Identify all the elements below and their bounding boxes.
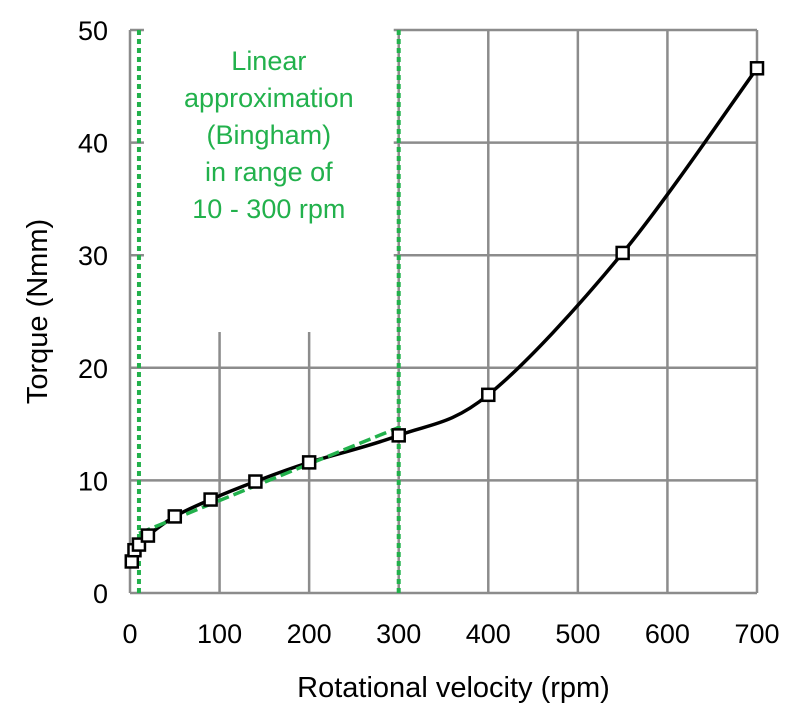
x-tick-label: 300 [376,619,421,649]
markers [124,61,765,569]
y-tick-label: 20 [78,354,108,384]
annotation-line: Linear [231,46,306,76]
y-tick-label: 50 [78,16,108,46]
x-tick-label: 600 [645,619,690,649]
tick-labels: 0 100 200 300 400 500 600 700 0 10 20 30 40 50 [78,16,780,649]
annotation: Linear approximation (Bingham) in range of 1… [184,46,354,224]
data-point-marker [481,387,496,403]
data-point-marker [615,245,630,261]
data-point-marker [248,474,263,489]
bingham-fit-line [138,425,400,535]
y-tick-label: 0 [93,579,108,609]
data-point-marker [167,509,183,524]
data-point-marker [140,528,156,543]
data-point-marker [391,428,406,443]
annotation-background [143,28,394,333]
x-tick-label: 700 [734,619,779,649]
y-tick-label: 40 [78,129,108,159]
x-tick-label: 400 [466,619,511,649]
x-tick-label: 500 [555,619,600,649]
x-tick-label: 100 [197,619,242,649]
annotation-line: 10 - 300 rpm [192,194,345,224]
annotation-line: (Bingham) [207,120,332,150]
annotation-line: in range of [205,157,333,187]
data-point-marker [301,455,317,470]
data-point-marker [749,61,765,76]
x-axis-title: Rotational velocity (rpm) [297,672,610,704]
data-point-marker [203,492,218,507]
annotation-line: approximation [184,83,354,113]
x-tick-label: 0 [122,619,137,649]
range-lines [136,30,401,593]
x-tick-label: 200 [287,619,332,649]
y-tick-label: 30 [78,241,108,271]
y-tick-label: 10 [78,466,108,496]
y-axis-title: Torque (Nmm) [22,219,54,404]
